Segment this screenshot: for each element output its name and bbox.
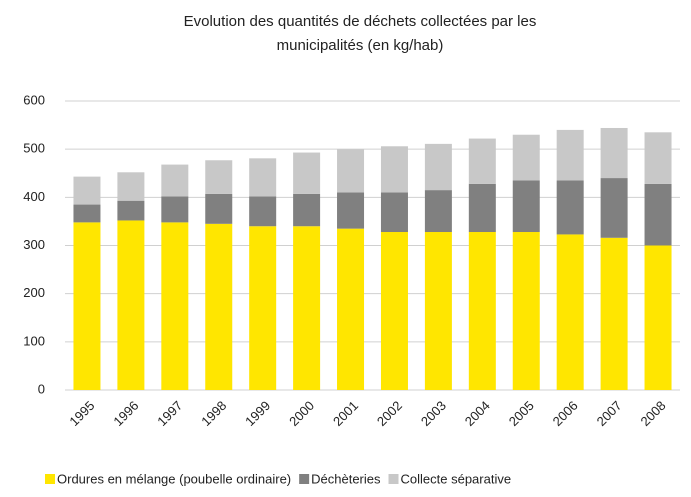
- bar-segment: [73, 204, 101, 223]
- bar-segment: [161, 164, 189, 197]
- bar-segment: [293, 152, 321, 194]
- legend-swatch: [388, 474, 399, 484]
- y-tick-label: 100: [23, 333, 45, 348]
- x-tick-label: 1997: [154, 398, 185, 429]
- x-tick-label: 2007: [594, 398, 625, 429]
- bar-segment: [73, 176, 101, 205]
- bar-segment: [644, 183, 672, 246]
- bar-segment: [556, 180, 584, 235]
- bar-segment: [117, 200, 145, 221]
- legend-swatch: [299, 474, 310, 484]
- bar-segment: [600, 127, 628, 179]
- bar-segment: [205, 223, 233, 390]
- bar-segment: [380, 146, 408, 193]
- chart-title: municipalités (en kg/hab): [277, 37, 444, 54]
- y-tick-label: 200: [23, 285, 45, 300]
- bar-segment: [600, 237, 628, 390]
- bar-segment: [337, 149, 365, 193]
- legend-swatch: [45, 474, 55, 484]
- bar-segment: [293, 226, 321, 390]
- bar-segment: [556, 234, 584, 390]
- bar-segment: [249, 196, 277, 227]
- y-tick-label: 500: [23, 141, 45, 156]
- chart-title: Evolution des quantités de déchets colle…: [184, 13, 537, 30]
- y-tick-label: 600: [23, 92, 45, 107]
- bar-segment: [337, 192, 365, 229]
- bar-segment: [424, 190, 452, 233]
- bar-segment: [293, 193, 321, 227]
- bar-segment: [117, 220, 145, 390]
- x-tick-label: 2000: [286, 398, 317, 429]
- bar-segment: [600, 178, 628, 238]
- legend-label: Collecte séparative: [401, 471, 512, 486]
- bar-segment: [512, 232, 540, 390]
- bar-segment: [424, 232, 452, 390]
- bar-segment: [249, 158, 277, 197]
- x-tick-label: 2004: [462, 398, 493, 429]
- x-tick-label: 2002: [374, 398, 405, 429]
- bar-segment: [512, 134, 540, 181]
- x-tick-label: 2001: [330, 398, 361, 429]
- legend-label: Ordures en mélange (poubelle ordinaire): [57, 471, 291, 486]
- bar-segment: [468, 183, 496, 233]
- y-tick-label: 300: [23, 237, 45, 252]
- bar-segment: [644, 245, 672, 390]
- bar-segment: [73, 222, 101, 390]
- bar-segment: [249, 226, 277, 390]
- bar-segment: [161, 196, 189, 223]
- x-tick-label: 1996: [110, 398, 141, 429]
- bar-segment: [205, 193, 233, 224]
- legend-label: Déchèteries: [311, 471, 381, 486]
- bar-segment: [337, 228, 365, 390]
- bar-segment: [380, 232, 408, 390]
- x-tick-label: 2003: [418, 398, 449, 429]
- x-tick-label: 2005: [506, 398, 537, 429]
- x-tick-label: 2006: [550, 398, 581, 429]
- bar-segment: [380, 192, 408, 233]
- bar-segment: [424, 143, 452, 191]
- bar-segment: [644, 132, 672, 184]
- bar-segment: [205, 160, 233, 194]
- x-tick-label: 1995: [66, 398, 97, 429]
- y-tick-label: 0: [38, 381, 45, 396]
- bar-segment: [468, 232, 496, 390]
- x-tick-label: 1998: [198, 398, 229, 429]
- y-tick-label: 400: [23, 189, 45, 204]
- x-tick-label: 1999: [242, 398, 273, 429]
- bar-segment: [117, 172, 145, 201]
- bar-segment: [468, 138, 496, 184]
- bar-segment: [161, 222, 189, 390]
- bar-segment: [556, 129, 584, 181]
- x-tick-label: 2008: [638, 398, 669, 429]
- bar-segment: [512, 180, 540, 233]
